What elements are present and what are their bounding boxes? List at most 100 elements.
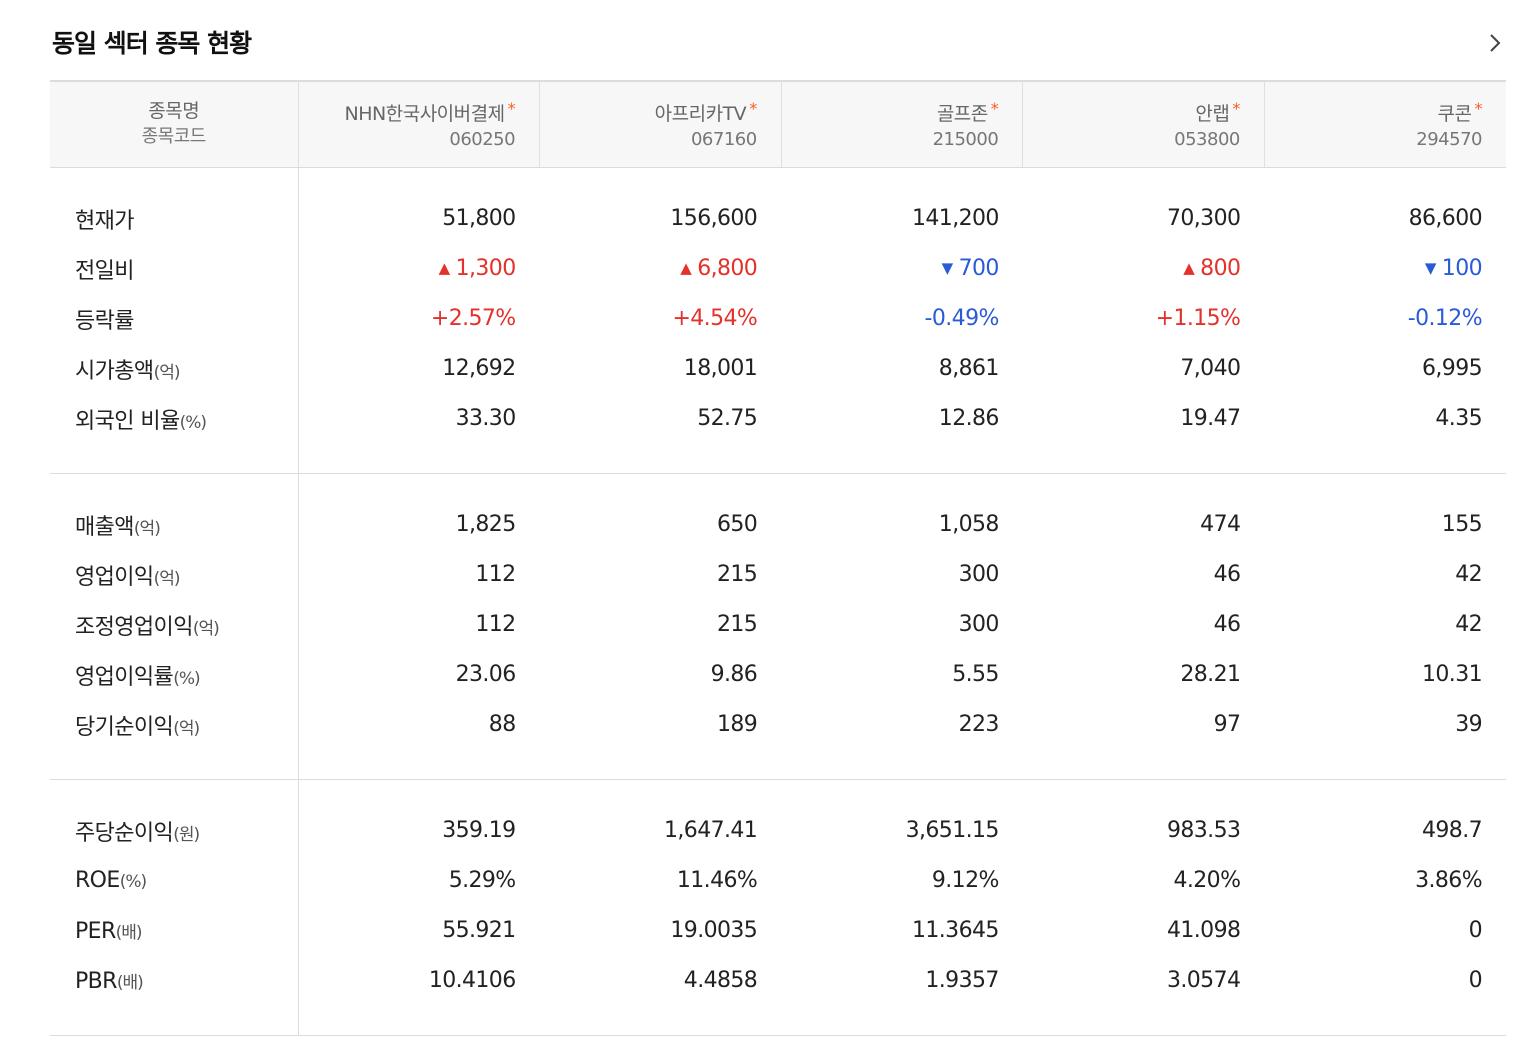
row-label: 현재가 <box>50 193 299 244</box>
chevron-right-icon[interactable] <box>1484 32 1506 54</box>
row-unit: (%) <box>119 872 147 892</box>
value-text: 42 <box>1455 612 1482 637</box>
value-text: 12,692 <box>442 356 516 381</box>
value-cell: 9.86 <box>540 650 782 700</box>
comparison-table: 종목명 종목코드 NHN한국사이버결제 * 060250 아프리카TV * 067160 골… <box>50 80 1506 1036</box>
asterisk-mark: * <box>1474 99 1483 119</box>
value-cell: 0 <box>1264 956 1506 1006</box>
triangle-down-icon: ▼ <box>941 259 954 277</box>
value-cell: 141,200 <box>781 194 1023 244</box>
value-cell: 10.31 <box>1264 650 1506 700</box>
value-text: 9.86 <box>710 662 758 687</box>
value-text: 97 <box>1213 712 1241 737</box>
value-cell: 223 <box>781 700 1023 750</box>
value-cell: 55.921 <box>298 906 540 956</box>
triangle-up-icon: ▲ <box>1183 259 1195 277</box>
value-text: 1,825 <box>455 512 517 537</box>
stock-name-link[interactable]: 아프리카TV <box>654 103 747 126</box>
value-cell: 11.46% <box>540 856 782 906</box>
value-text: 359.19 <box>442 818 516 843</box>
row-unit: (배) <box>115 922 143 943</box>
triangle-up-icon: ▲ <box>438 259 451 277</box>
header-label-cell: 종목명 종목코드 <box>50 80 298 168</box>
row-unit: (억) <box>173 718 200 739</box>
value-text: 39 <box>1455 712 1482 737</box>
value-cell: 498.7 <box>1264 806 1506 856</box>
value-text: 141,200 <box>912 206 999 231</box>
value-text: 42 <box>1455 562 1482 587</box>
triangle-up-icon: ▲ <box>680 259 692 277</box>
value-cell: 3.86% <box>1264 856 1506 906</box>
value-text: 0 <box>1468 968 1483 993</box>
row-label-text: 조정영업이익 <box>75 614 193 640</box>
value-text: 55.921 <box>442 918 516 943</box>
value-text: 11.46% <box>676 868 758 893</box>
row-label-text: 전일비 <box>75 258 135 284</box>
value-text: 41.098 <box>1166 918 1241 943</box>
row-label-text: 주당순이익 <box>75 820 174 846</box>
value-cell: +4.54% <box>540 294 782 344</box>
value-text: 88 <box>488 712 516 737</box>
row-label-text: 영업이익률 <box>75 664 174 690</box>
table-row: PER(배) 55.921 19.0035 11.3645 41.098 0 <box>50 905 1506 956</box>
value-cell: +2.57% <box>298 294 540 344</box>
value-text: 0 <box>1468 918 1483 943</box>
row-label-text: 현재가 <box>75 208 135 234</box>
row-label-text: PBR <box>75 968 117 994</box>
value-text: 70,300 <box>1166 206 1241 231</box>
value-cell: 6,995 <box>1264 344 1506 394</box>
stock-name-link[interactable]: 안랩 <box>1195 103 1230 126</box>
row-unit: (억) <box>133 518 161 539</box>
value-text: 700 <box>958 256 1000 281</box>
stock-code: 053800 <box>1174 129 1240 151</box>
table-row: 영업이익(억) 112 215 300 46 42 <box>50 549 1506 600</box>
value-cell: 41.098 <box>1023 906 1265 956</box>
header-row: 종목명 종목코드 NHN한국사이버결제 * 060250 아프리카TV * 067160 골… <box>50 80 1506 168</box>
value-cell: 1,647.41 <box>540 806 782 856</box>
value-cell: 52.75 <box>540 394 782 444</box>
row-label: 영업이익(억) <box>50 549 299 600</box>
value-cell: 12.86 <box>781 394 1023 444</box>
value-cell: 23.06 <box>298 650 540 700</box>
value-cell: 215 <box>540 550 782 600</box>
table-row: 현재가 51,800 156,600 141,200 70,300 86,600 <box>50 193 1506 244</box>
value-cell: 112 <box>298 550 540 600</box>
value-cell: 155 <box>1264 500 1506 550</box>
row-unit: (배) <box>116 972 144 993</box>
value-cell: -0.49% <box>781 294 1023 344</box>
stock-code: 294570 <box>1416 129 1482 151</box>
stock-name-link[interactable]: 쿠콘 <box>1437 103 1472 126</box>
row-label: 전일비 <box>50 243 299 294</box>
value-cell: 42 <box>1264 550 1506 600</box>
value-cell: ▲ 6,800 <box>540 244 782 294</box>
value-text: 11.3645 <box>912 918 999 943</box>
row-label: 매출액(억) <box>50 499 299 550</box>
value-text: 23.06 <box>455 662 517 687</box>
row-label: PBR(배) <box>50 955 299 1006</box>
value-text: 100 <box>1441 256 1483 281</box>
table-row: 등락률 +2.57% +4.54% -0.49% +1.15% -0.12% <box>50 293 1506 344</box>
row-label: PER(배) <box>50 905 299 956</box>
value-cell: 11.3645 <box>781 906 1023 956</box>
table-row: 조정영업이익(억) 112 215 300 46 42 <box>50 599 1506 650</box>
value-cell: 18,001 <box>540 344 782 394</box>
row-label: 조정영업이익(억) <box>50 599 299 650</box>
stock-code: 067160 <box>690 129 757 151</box>
value-text: 19.0035 <box>670 918 758 943</box>
asterisk-mark: * <box>749 99 757 119</box>
value-text: 189 <box>716 712 758 737</box>
value-text: 800 <box>1200 256 1241 281</box>
stock-name-link[interactable]: NHN한국사이버결제 <box>344 103 506 126</box>
value-text: 3.0574 <box>1166 968 1241 993</box>
value-cell: ▲ 1,300 <box>298 244 540 294</box>
value-cell: 5.29% <box>298 856 540 906</box>
value-cell: 9.12% <box>781 856 1023 906</box>
value-text: 5.55 <box>952 662 999 687</box>
value-text: 10.31 <box>1422 662 1483 687</box>
row-label-text: 시가총액 <box>75 358 154 384</box>
value-cell: -0.12% <box>1264 294 1506 344</box>
stock-name-link[interactable]: 골프존 <box>936 103 988 126</box>
value-cell: 28.21 <box>1023 650 1265 700</box>
table-row: ROE(%) 5.29% 11.46% 9.12% 4.20% 3.86% <box>50 855 1506 906</box>
value-cell: 474 <box>1023 500 1265 550</box>
